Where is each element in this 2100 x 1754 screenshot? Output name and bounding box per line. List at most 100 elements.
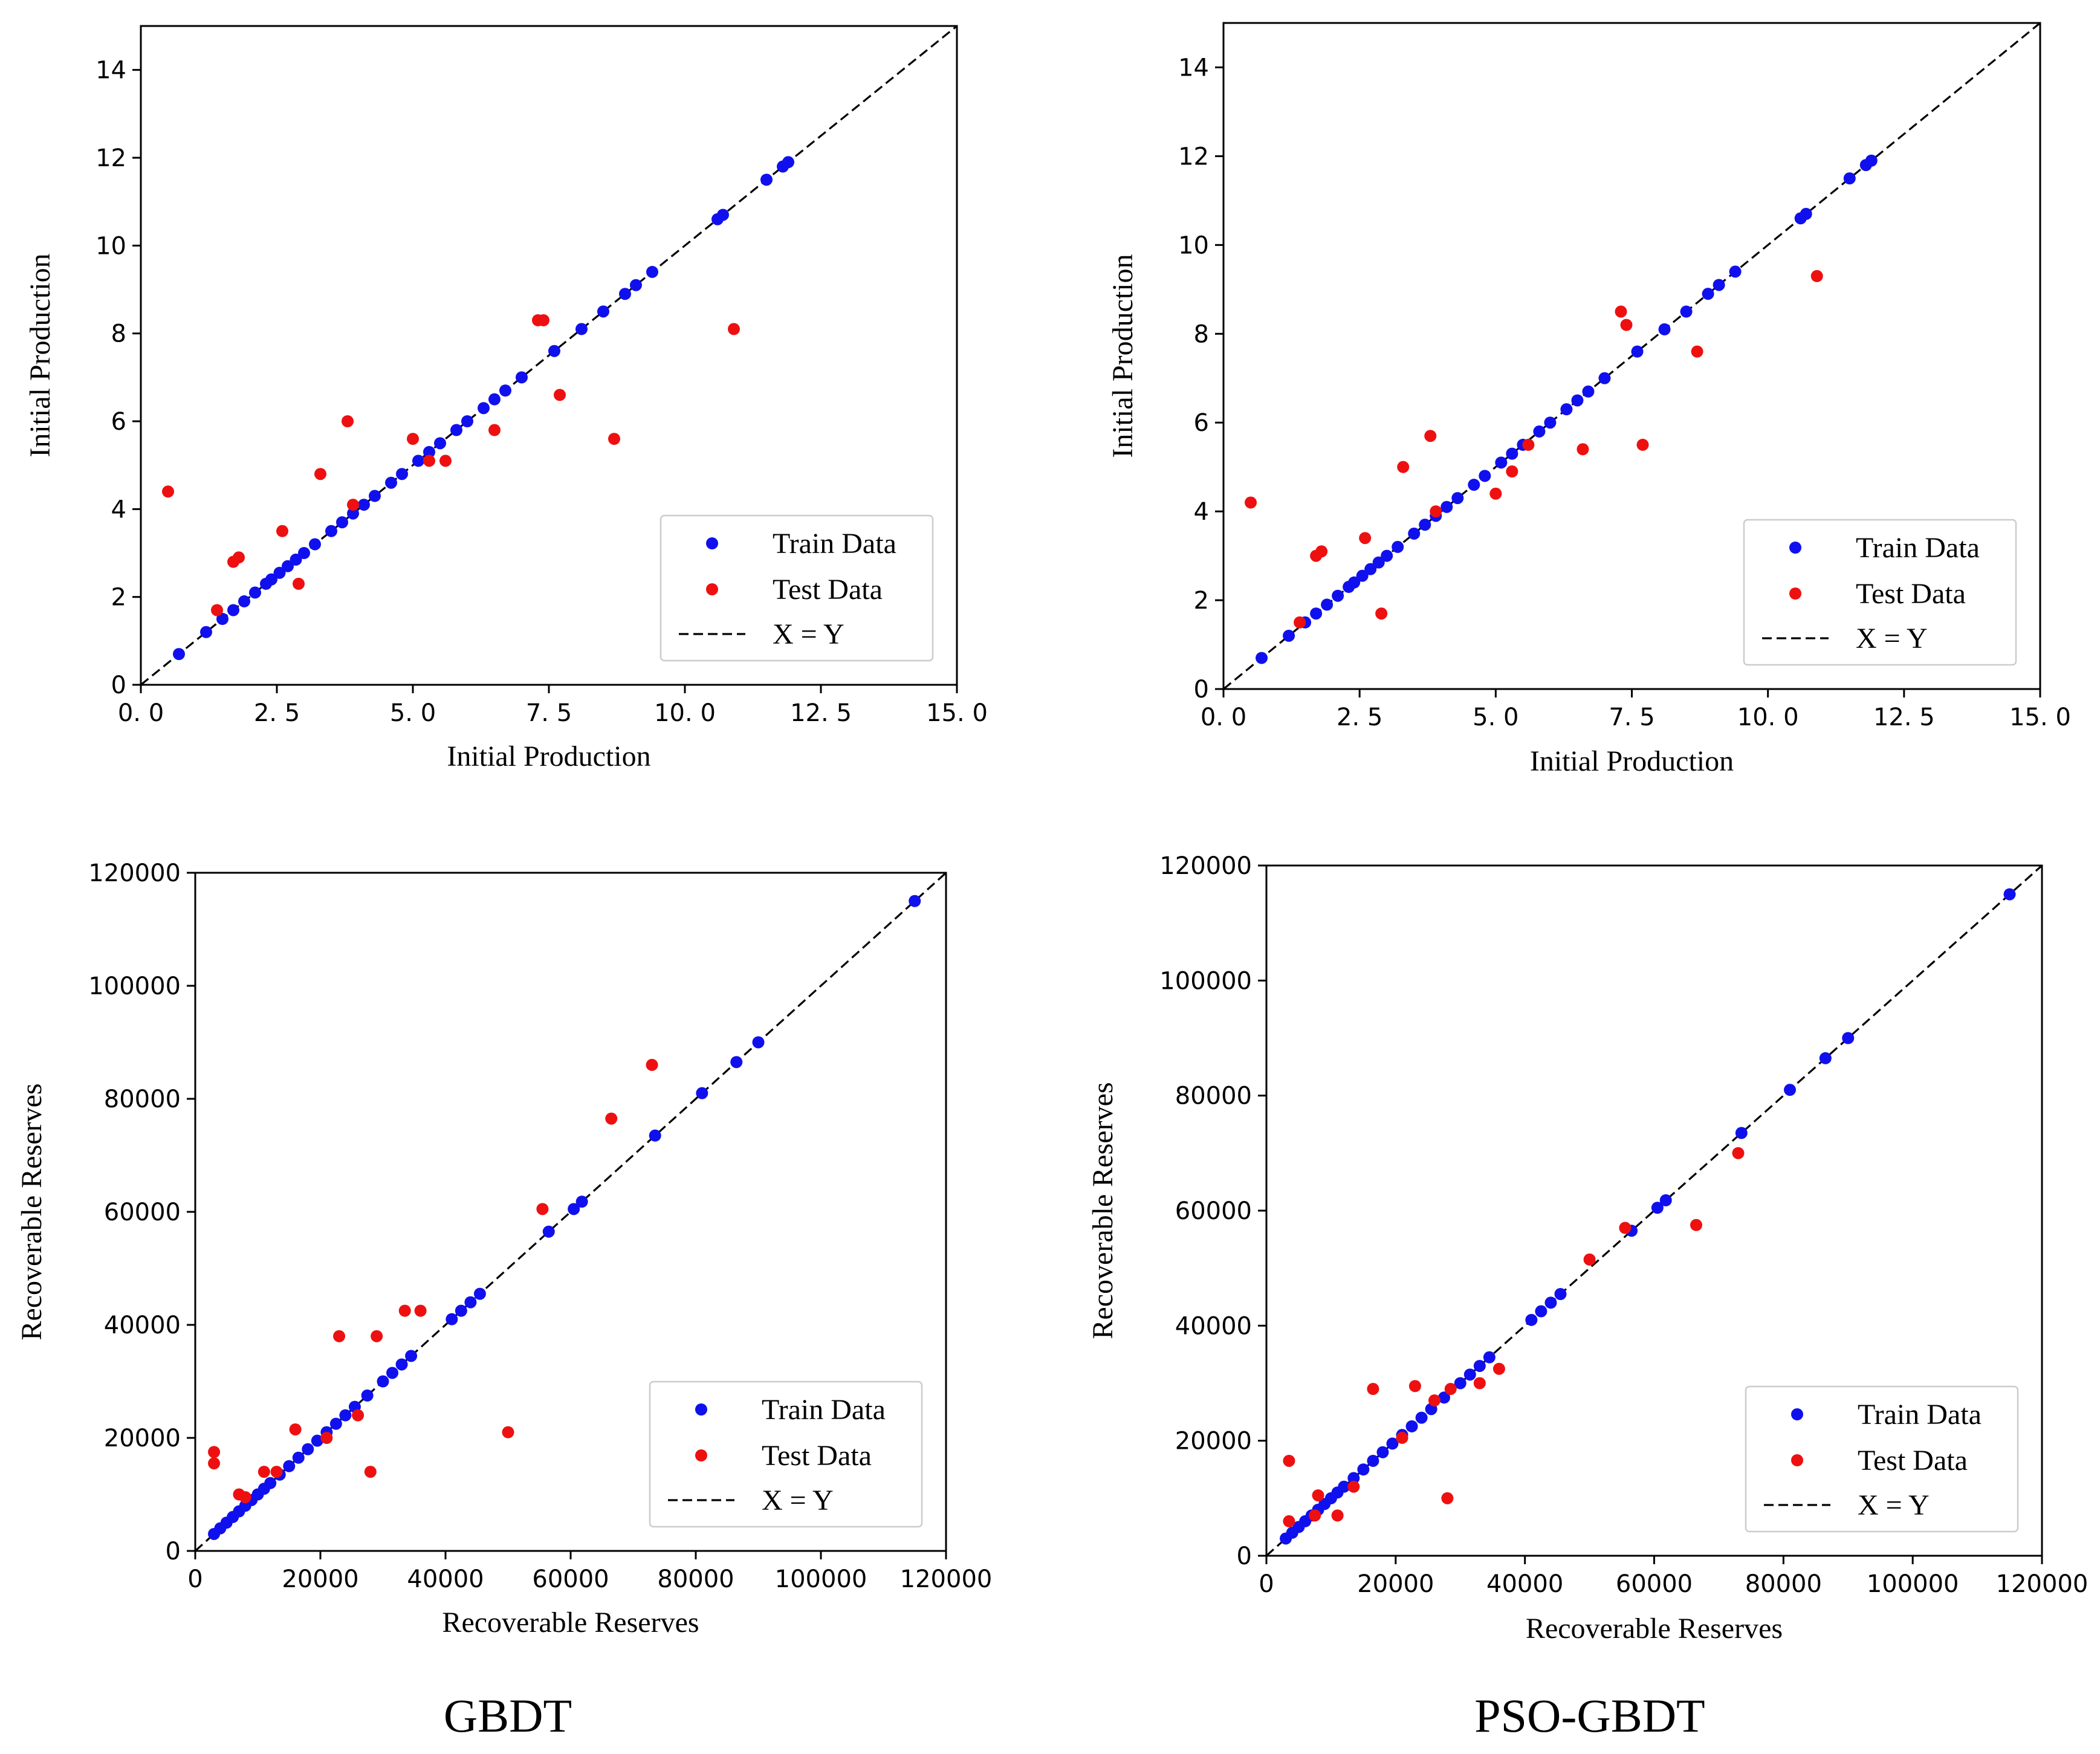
train-point	[1338, 1480, 1350, 1493]
test-point	[423, 455, 435, 467]
x-tick-label: 60000	[532, 1565, 609, 1593]
legend-box	[1745, 1385, 2019, 1533]
legend-test-marker	[706, 583, 718, 595]
test-point	[1283, 1454, 1295, 1467]
y-tick-label: 8	[111, 320, 126, 348]
train-point	[309, 538, 321, 551]
train-point	[1356, 569, 1369, 582]
x-tick-label: 0. 0	[1201, 704, 1246, 731]
train-point	[548, 345, 560, 357]
train-point	[1438, 1391, 1451, 1404]
y-tick-label: 60000	[1175, 1197, 1252, 1225]
y-tick-label: 100000	[88, 972, 181, 1000]
test-point	[276, 525, 288, 537]
y-tick-label: 0	[166, 1538, 181, 1565]
train-point	[361, 1389, 374, 1402]
test-point	[1397, 461, 1410, 473]
train-point	[311, 1434, 323, 1447]
train-point	[782, 156, 794, 169]
test-point	[439, 455, 452, 467]
x-tick-label: 0. 0	[118, 699, 164, 727]
test-point	[347, 499, 359, 511]
legend-train-marker	[1789, 542, 1801, 554]
train-point	[1376, 1446, 1389, 1458]
x-tick-label: 100000	[775, 1565, 867, 1593]
train-point	[292, 1451, 305, 1464]
train-point	[1544, 416, 1557, 429]
train-point	[358, 499, 370, 511]
train-point	[1680, 305, 1693, 318]
x-axis-title: Recoverable Reserves	[1526, 1613, 1783, 1645]
legend-box	[659, 514, 934, 662]
test-point	[488, 424, 501, 436]
train-point	[450, 424, 462, 436]
x-tick-label: 5. 0	[390, 699, 436, 727]
test-point	[342, 415, 354, 427]
test-point	[1359, 532, 1372, 545]
legend-train-label: Train Data	[762, 1394, 886, 1426]
train-point	[1483, 1351, 1496, 1364]
test-point	[1315, 545, 1328, 558]
test-point	[502, 1426, 514, 1438]
train-point	[1533, 425, 1546, 438]
test-point	[1522, 438, 1535, 451]
test-point	[398, 1304, 411, 1317]
test-point	[1441, 1492, 1454, 1504]
train-point	[717, 209, 729, 221]
test-point	[208, 1457, 221, 1470]
train-point	[347, 507, 359, 520]
train-point	[730, 1056, 743, 1069]
y-axis-title: Recoverable Reserves	[16, 1083, 48, 1340]
y-tick-label: 2	[1194, 587, 1209, 615]
chart-panel-2: 0. 0 2. 5 5. 0 7. 5 10. 0 12. 5 15. 0 0 2 4 6 8 10 12…	[1107, 22, 2071, 777]
y-tick-label: 80000	[104, 1086, 181, 1113]
test-point	[1424, 430, 1437, 442]
legend-line-label: X = Y	[762, 1484, 834, 1516]
test-point	[536, 1203, 549, 1215]
test-point	[1577, 443, 1589, 456]
train-point	[909, 895, 921, 907]
legend: Train Data Test Data X = Y	[1743, 519, 2017, 666]
train-point	[1405, 1420, 1418, 1432]
train-point	[1381, 549, 1393, 562]
x-tick-label: 40000	[407, 1565, 484, 1593]
y-tick-label: 10	[1178, 231, 1209, 259]
train-point	[1598, 372, 1611, 384]
train-point	[2003, 888, 2016, 901]
train-point	[265, 573, 277, 586]
y-tick-label: 80000	[1175, 1082, 1252, 1110]
test-point	[211, 604, 223, 616]
train-point	[1372, 556, 1385, 569]
test-point	[208, 1446, 221, 1458]
y-tick-label: 12	[96, 144, 126, 172]
x-tick-label: 20000	[282, 1565, 358, 1593]
test-point	[1375, 607, 1388, 620]
test-point	[1636, 438, 1649, 451]
train-point	[1784, 1084, 1797, 1096]
x-tick-label: 15. 0	[926, 699, 988, 727]
train-point	[1321, 598, 1334, 611]
train-point	[752, 1036, 765, 1049]
x-tick-label: 20000	[1357, 1570, 1434, 1598]
test-point	[646, 1058, 658, 1071]
y-axis-title: Recoverable Reserves	[1087, 1082, 1119, 1339]
legend-test-label: Test Data	[1856, 578, 1966, 610]
caption-gbdt: GBDT	[444, 1689, 572, 1742]
legend: Train Data Test Data X = Y	[1745, 1385, 2019, 1533]
test-point	[1428, 1394, 1441, 1407]
legend-train-marker	[695, 1403, 707, 1416]
test-point	[1615, 305, 1627, 318]
train-point	[1441, 500, 1453, 513]
caption-pso-gbdt: PSO-GBDT	[1474, 1689, 1705, 1742]
train-point	[369, 490, 381, 502]
train-point	[283, 1460, 296, 1472]
test-point	[289, 1423, 302, 1435]
y-tick-label: 14	[96, 57, 126, 85]
legend-train-label: Train Data	[1856, 532, 1980, 564]
y-tick-label: 14	[1178, 54, 1209, 82]
test-point	[1619, 1222, 1632, 1234]
legend-box	[1743, 519, 2017, 666]
test-point	[1331, 1509, 1344, 1522]
train-point	[1702, 288, 1714, 300]
test-point	[320, 1432, 333, 1444]
